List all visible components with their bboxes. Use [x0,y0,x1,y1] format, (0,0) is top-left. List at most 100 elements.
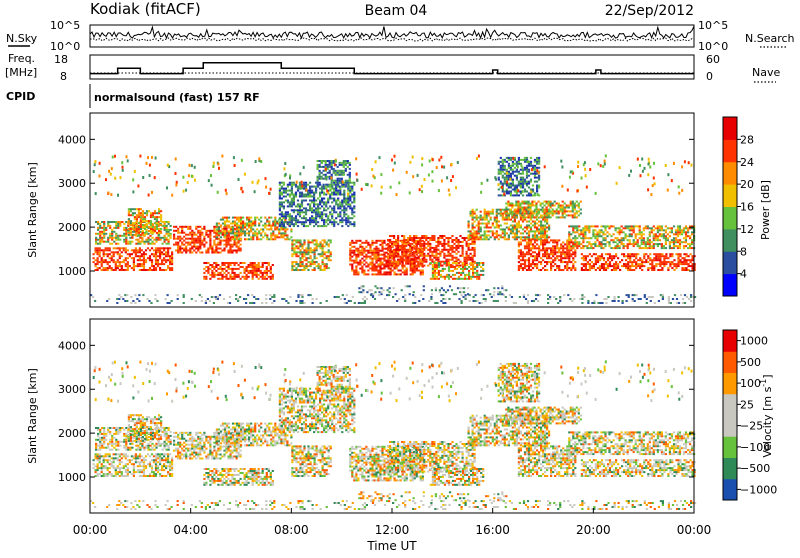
power-cell [581,257,583,259]
power-cell [598,233,600,235]
power-cell [309,192,311,194]
power-cell [315,186,317,188]
power-cell [361,270,363,272]
power-cell [113,241,115,243]
power-cell [314,255,316,257]
power-cell [687,227,689,229]
power-cell [683,267,685,269]
power-cell [534,247,536,249]
power-cell [95,251,97,253]
power-cell [322,269,324,271]
power-cell [361,252,363,254]
power-cell [515,201,517,203]
power-cell [157,239,159,241]
power-cell [205,230,207,232]
power-cell [429,259,431,261]
power-cell [111,237,113,239]
power-cell [588,237,590,239]
power-cell [339,213,341,215]
power-cell [329,166,331,168]
power-cell [516,238,518,240]
power-cell [396,273,398,275]
power-cell [488,223,490,225]
power-cell [143,257,145,259]
power-cell [193,234,195,236]
power-cell [566,269,568,271]
power-cell [411,243,413,245]
power-cell [556,203,558,205]
power-cell [213,250,215,252]
power-cell [278,230,280,232]
power-cell [291,265,293,267]
power-cell [223,228,225,230]
power-cell [229,244,231,246]
power-cell [546,261,548,263]
power-cell [359,250,361,252]
power-cell [635,237,637,239]
power-cell [637,243,639,245]
power-cell [572,253,574,255]
power-cell [349,174,351,176]
power-cell [260,232,262,234]
power-cell [135,265,137,267]
power-cell [572,201,574,203]
power-cell [236,234,238,236]
power-cell [236,252,238,254]
power-cell [635,257,637,259]
power-cell [323,203,325,205]
power-cell [103,267,105,269]
power-cell [584,229,586,231]
power-cell [588,241,590,243]
power-cell [480,238,482,240]
power-cell [315,219,317,221]
power-cell [564,216,566,218]
power-cell [663,257,665,259]
power-cell [643,255,645,257]
power-cell [229,274,231,276]
power-cell [113,269,115,271]
power-cell [520,227,522,229]
power-cell [474,247,476,249]
power-cell [623,263,625,265]
power-cell [546,219,548,221]
power-cell [326,265,328,267]
power-cell [103,231,105,233]
power-cell [564,261,566,263]
power-cell [641,239,643,241]
power-cell [343,198,345,200]
power-cell [619,227,621,229]
power-cell [661,229,663,231]
power-cell [297,239,299,241]
power-cell [128,222,130,224]
power-cell [633,245,635,247]
power-cell [177,252,179,254]
power-cell [435,247,437,249]
power-cell [534,265,536,267]
power-cell [531,212,533,214]
power-cell [213,240,215,242]
power-cell [587,261,589,263]
power-cell [657,269,659,271]
power-cell [468,221,470,223]
power-cell [544,269,546,271]
power-cell [387,263,389,265]
power-cell [593,265,595,267]
power-cell [281,213,283,215]
power-cell [464,266,466,268]
power-cell [524,255,526,257]
power-cell [507,209,509,211]
power-cell [600,241,602,243]
power-cell [377,256,379,258]
power-cell [421,265,423,267]
power-cell [337,170,339,172]
power-cell [393,241,395,243]
power-cell [299,192,301,194]
power-cell [238,232,240,234]
power-cell [117,225,119,227]
power-cell [293,219,295,221]
power-cell [498,234,500,236]
power-cell [197,246,199,248]
power-cell [365,256,367,258]
power-cell [564,207,566,209]
power-cell [156,218,158,220]
